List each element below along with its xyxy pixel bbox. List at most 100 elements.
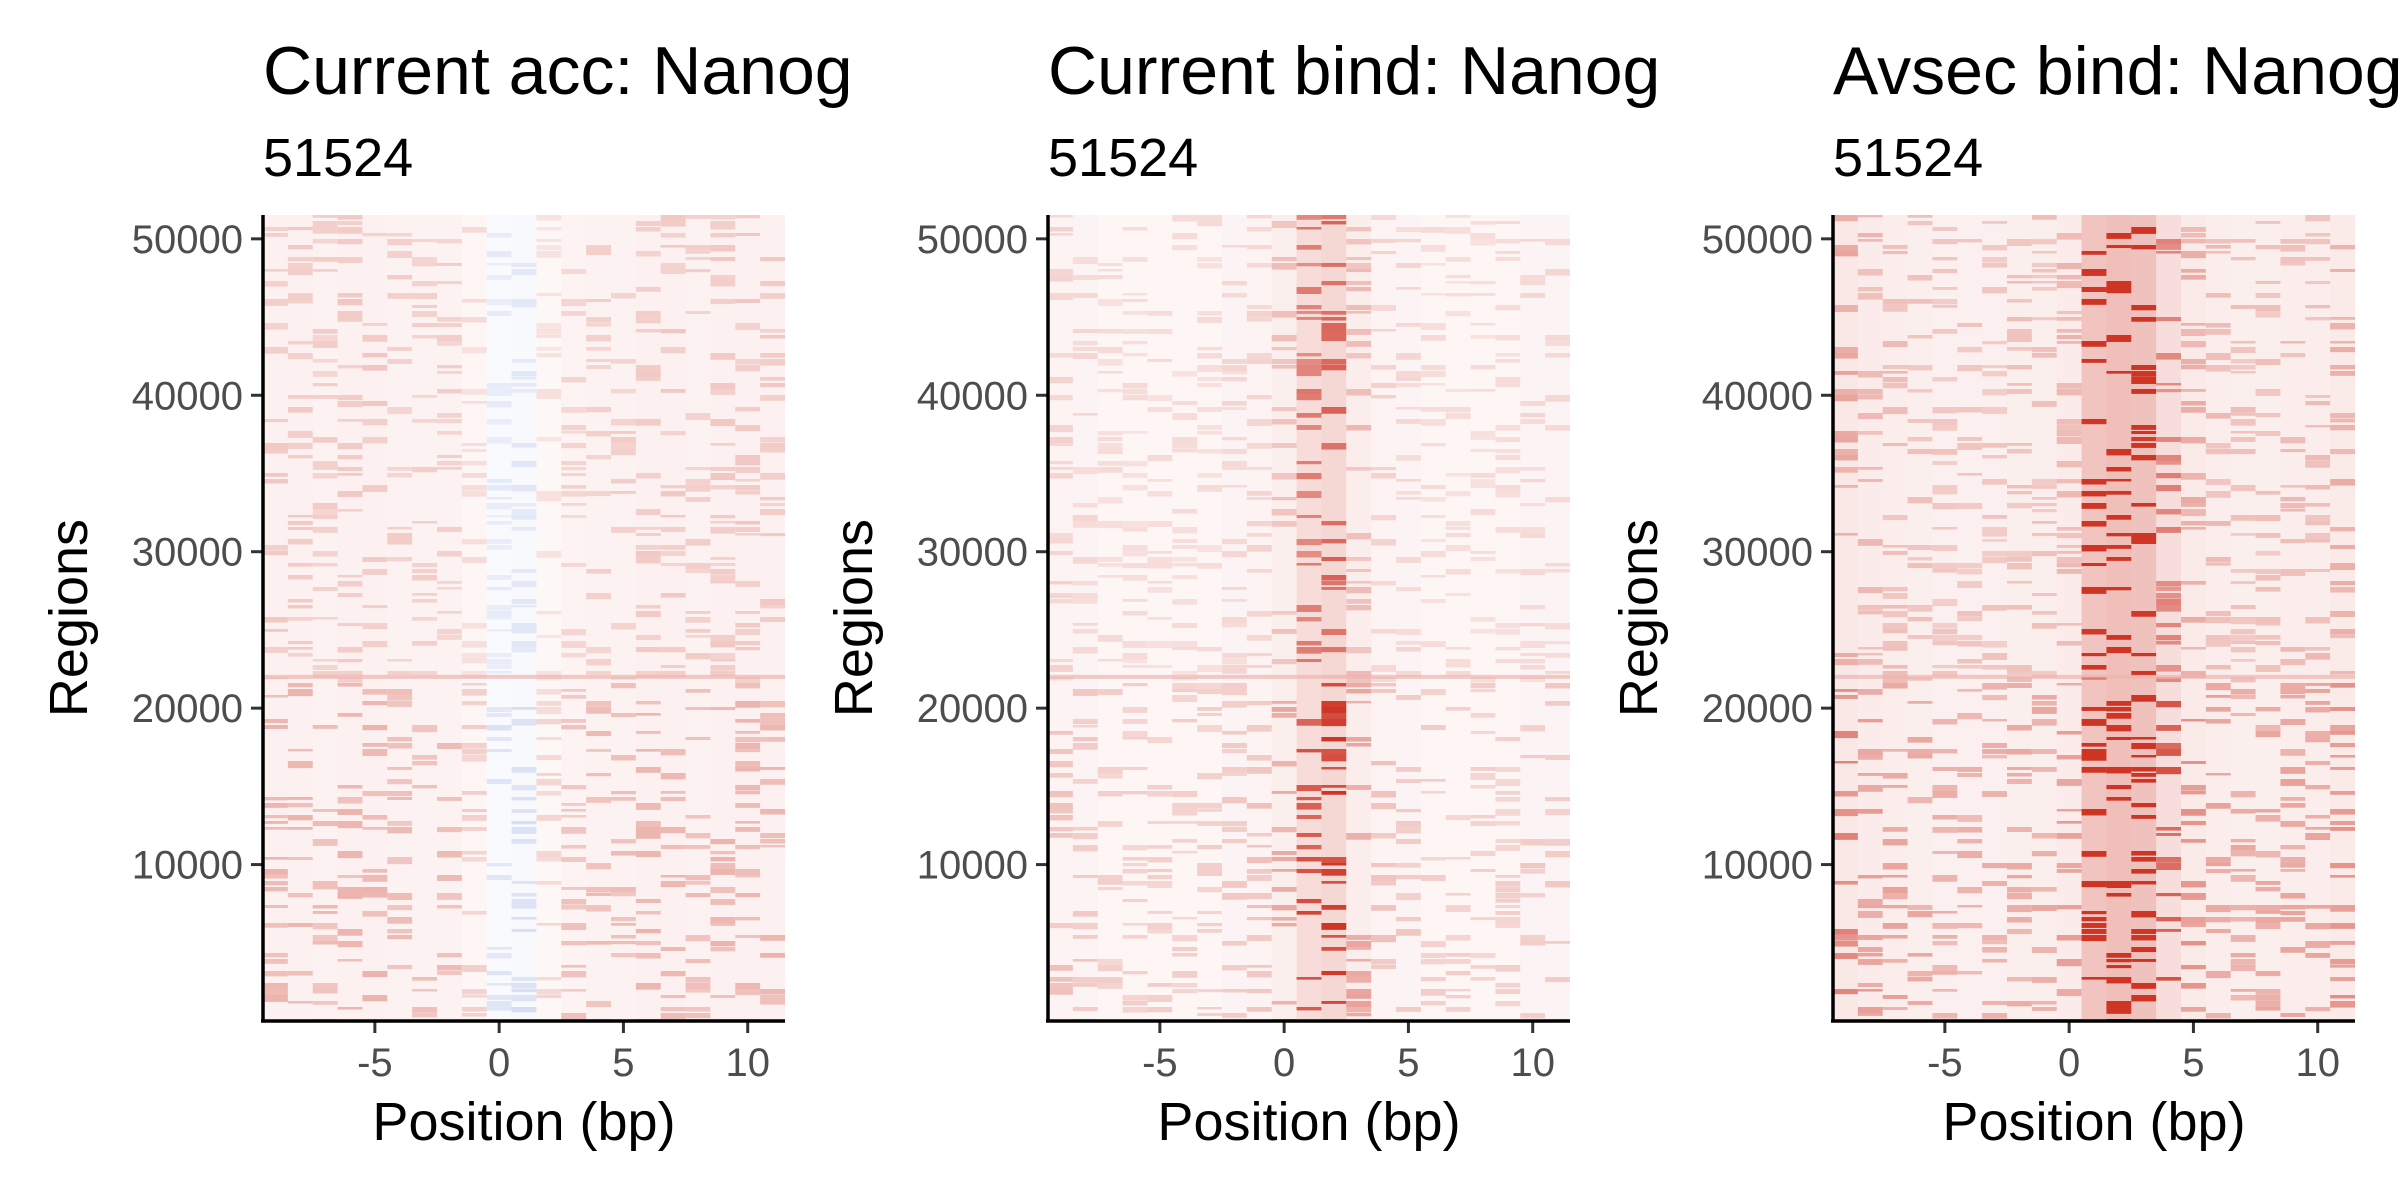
heatmap-band [2330,755,2355,758]
heatmap-band [685,845,712,849]
heatmap-band [1072,737,1099,742]
heatmap-band [1495,467,1521,474]
heatmap-band [1197,311,1223,316]
x-tick-label: 10 [1510,1041,1555,1085]
heatmap-band [1346,647,1372,654]
heatmap-band [486,485,513,491]
heatmap-band [1495,821,1521,826]
heatmap-band [1396,641,1422,645]
heatmap-band [1882,995,1909,999]
heatmap-band [2205,857,2232,864]
heatmap-band [2205,641,2232,647]
heatmap-band [1857,287,1884,292]
heatmap-band [1882,305,1909,312]
heatmap-band [1197,365,1223,372]
heatmap-band [2031,353,2058,358]
heatmap-band [2031,695,2058,700]
heatmap-column [387,215,413,1021]
heatmap-band [312,215,339,218]
heatmap-band [2305,515,2331,523]
heatmap-band [1172,809,1198,816]
heatmap-band [710,473,736,481]
heatmap-band [511,899,538,906]
heatmap-band [486,725,513,731]
heatmap-band [1147,881,1173,889]
heatmap-band [1520,413,1546,418]
heatmap-band [2205,617,2232,624]
heatmap-band [287,1001,314,1004]
heatmap-band [635,827,662,834]
heatmap-band [1122,683,1149,687]
heatmap-band [635,365,662,372]
heatmap-band [1321,443,1347,450]
heatmap-band [2330,791,2355,795]
heatmap-band [1445,311,1472,317]
heatmap-band [685,1013,712,1019]
heatmap-band [1222,965,1248,971]
heatmap-band [2280,683,2306,690]
heatmap-band [710,443,736,446]
heatmap-band [635,731,662,734]
heatmap-band [1321,947,1347,951]
heatmap-band [1907,737,1934,743]
heatmap-band [1321,971,1347,976]
heatmap-band [660,527,687,533]
heatmap-band [1857,611,1884,615]
heatmap-band [2255,989,2282,995]
heatmap-band [1246,467,1273,470]
heatmap-band [1346,971,1372,978]
heatmap-band [735,323,761,330]
y-axis-title: Regions [824,519,884,717]
heatmap-band [561,923,587,931]
heatmap-band [561,377,587,383]
heatmap-band [437,611,463,614]
heatmap-band [1048,233,1074,236]
heatmap-band [1321,881,1347,884]
heatmap-band [2280,779,2306,786]
heatmap-band [2255,221,2282,224]
heatmap-band [1470,977,1497,981]
heatmap-band [2156,389,2182,393]
heatmap-band [1296,833,1323,837]
heatmap-band [1147,929,1173,934]
heatmap-band [1296,647,1323,654]
heatmap-band [710,275,736,282]
heatmap-band [1296,425,1323,430]
heatmap-band [1222,689,1248,696]
heatmap-band [1172,989,1198,994]
heatmap-band [611,293,637,299]
heatmap-band [1545,851,1570,858]
heatmap-band [1147,737,1173,744]
heatmap-band [1932,875,1958,882]
heatmap-band [1470,551,1497,554]
heatmap-band [760,779,785,785]
heatmap-band [2106,479,2132,482]
heatmap-band [1957,773,1983,777]
heatmap-band [561,491,587,497]
heatmap-band [387,533,413,541]
heatmap-band [337,419,364,422]
heatmap-band [1396,323,1422,327]
heatmap-band [710,563,736,567]
heatmap-band [2056,779,2083,786]
heatmap-band [2205,929,2232,933]
heatmap-band [1246,755,1273,761]
heatmap-band [1048,827,1074,832]
heatmap-band [1346,425,1372,431]
heatmap-band [536,437,562,442]
heatmap-band [1932,965,1958,972]
heatmap-band [735,803,761,808]
heatmap-band [1882,773,1909,779]
heatmap-band [2056,563,2083,568]
heatmap-band [412,467,438,473]
heatmap-band [536,323,562,329]
heatmap-band [486,233,513,238]
heatmap-band [1246,521,1273,527]
heatmap-band [1833,881,1859,885]
heatmap-band [2081,629,2108,635]
heatmap-band [2007,905,2033,913]
heatmap-band [685,485,712,492]
heatmap-band [1048,803,1074,811]
heatmap-band [1545,671,1570,674]
heatmap-band [735,233,761,236]
